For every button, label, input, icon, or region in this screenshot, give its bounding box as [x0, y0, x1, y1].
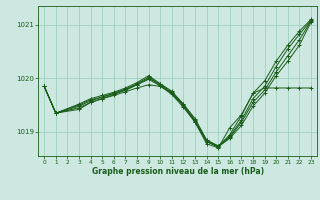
X-axis label: Graphe pression niveau de la mer (hPa): Graphe pression niveau de la mer (hPa) — [92, 167, 264, 176]
